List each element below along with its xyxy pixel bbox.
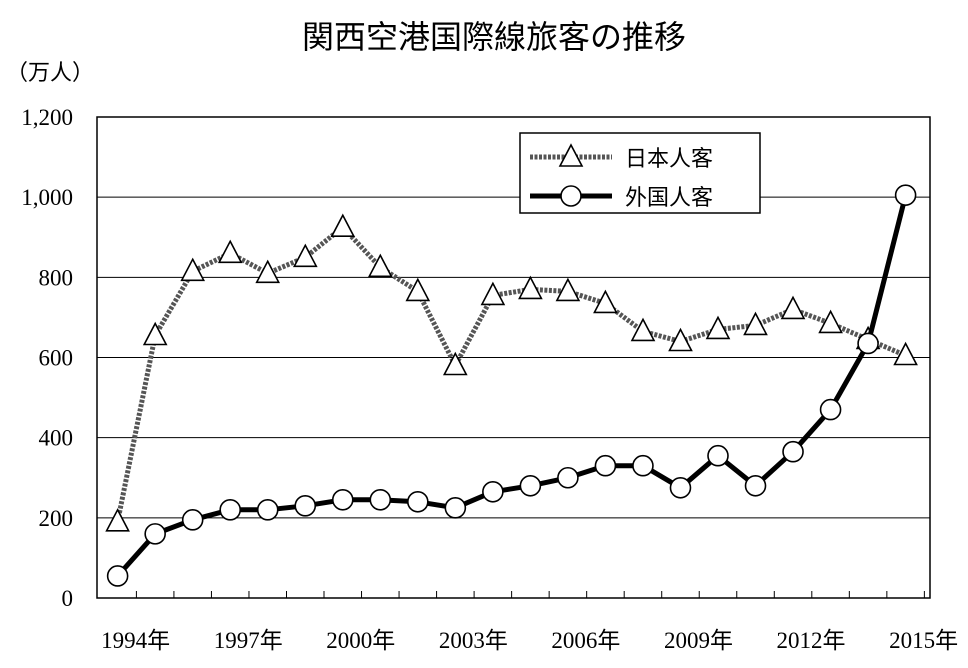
y-tick-label: 400 [39, 426, 74, 451]
data-point-circle-foreign [894, 184, 917, 206]
data-point-triangle-japanese [442, 351, 468, 376]
legend-label-foreign: 外国人客 [625, 186, 713, 211]
data-point-triangle-japanese [142, 321, 168, 346]
data-point-triangle-japanese [367, 253, 393, 278]
data-point-circle-foreign [444, 497, 467, 519]
legend-label-japanese: 日本人客 [625, 147, 713, 172]
legend-circle-marker-icon [560, 185, 582, 207]
data-point-circle-foreign [331, 488, 354, 511]
data-point-circle-foreign [519, 474, 542, 497]
data-point-triangle-japanese [893, 341, 918, 366]
legend-triangle-marker-icon [558, 143, 584, 167]
data-point-triangle-japanese [518, 275, 543, 300]
data-point-circle-foreign [219, 499, 242, 521]
data-point-circle-foreign [144, 523, 166, 545]
data-point-triangle-japanese [780, 295, 806, 320]
data-point-triangle-japanese [330, 213, 356, 237]
data-point-circle-foreign [106, 565, 129, 587]
data-point-circle-foreign [256, 499, 279, 521]
x-axis-ticks: 1994年 1997年 2000年 2003年 2006年 2009年 2012年 2015年 [101, 591, 958, 653]
y-axis-ticks: 0 200 400 600 800 1,000 1,200 [21, 105, 73, 611]
x-tick-label: 2000年 [326, 628, 395, 653]
y-tick-label: 800 [39, 265, 74, 290]
gridlines [97, 196, 930, 519]
series-line-japanese [115, 224, 907, 523]
data-point-triangle-japanese [292, 243, 318, 268]
data-point-circle-foreign [819, 398, 842, 421]
y-tick-label: 1,200 [21, 105, 73, 130]
data-point-circle-foreign [857, 332, 879, 355]
x-tick-label: 2006年 [551, 628, 620, 653]
data-point-circle-foreign [181, 509, 204, 531]
x-tick-label: 2009年 [664, 628, 733, 653]
data-point-triangle-japanese [405, 277, 431, 302]
x-tick-label: 2015年 [889, 628, 958, 653]
data-point-circle-foreign [707, 444, 729, 467]
legend: 日本人客 外国人客 [519, 132, 761, 214]
data-point-circle-foreign [407, 490, 429, 513]
data-point-triangle-japanese [705, 315, 731, 340]
data-point-circle-foreign [632, 454, 654, 477]
data-point-triangle-japanese [818, 309, 843, 334]
x-tick-label: 1994年 [101, 628, 170, 653]
series-line-foreign [115, 194, 909, 578]
data-point-triangle-japanese [743, 311, 768, 336]
x-tick-label: 2003年 [439, 628, 508, 653]
plot-area-frame [96, 116, 931, 599]
y-axis-unit-label: （万人） [6, 61, 94, 86]
data-point-circle-foreign [369, 488, 392, 511]
legend-box [519, 132, 761, 214]
chart-title: 関西空港国際線旅客の推移 [302, 18, 686, 56]
y-tick-label: 200 [39, 506, 74, 531]
data-point-triangle-japanese [480, 281, 506, 306]
x-tick-label: 2012年 [777, 628, 846, 653]
x-tick-label: 1997年 [214, 628, 283, 653]
data-point-circle-foreign [594, 454, 617, 477]
data-point-triangle-japanese [630, 317, 656, 342]
y-tick-label: 1,000 [21, 185, 73, 210]
data-point-circle-foreign [482, 480, 504, 503]
data-point-circle-foreign [744, 474, 767, 497]
data-point-triangle-japanese [105, 508, 130, 532]
data-point-circle-foreign [782, 440, 804, 463]
data-point-circle-foreign [669, 476, 692, 499]
data-point-triangle-japanese [593, 289, 618, 314]
y-tick-label: 0 [62, 586, 74, 611]
data-point-triangle-japanese [217, 239, 243, 264]
data-point-circle-foreign [557, 466, 579, 489]
data-point-triangle-japanese [180, 257, 206, 282]
data-point-triangle-japanese [555, 277, 581, 302]
data-point-circle-foreign [294, 495, 317, 517]
y-tick-label: 600 [39, 346, 74, 371]
data-point-triangle-japanese [255, 259, 281, 284]
series-lines [105, 184, 918, 587]
data-point-triangle-japanese [668, 327, 693, 352]
